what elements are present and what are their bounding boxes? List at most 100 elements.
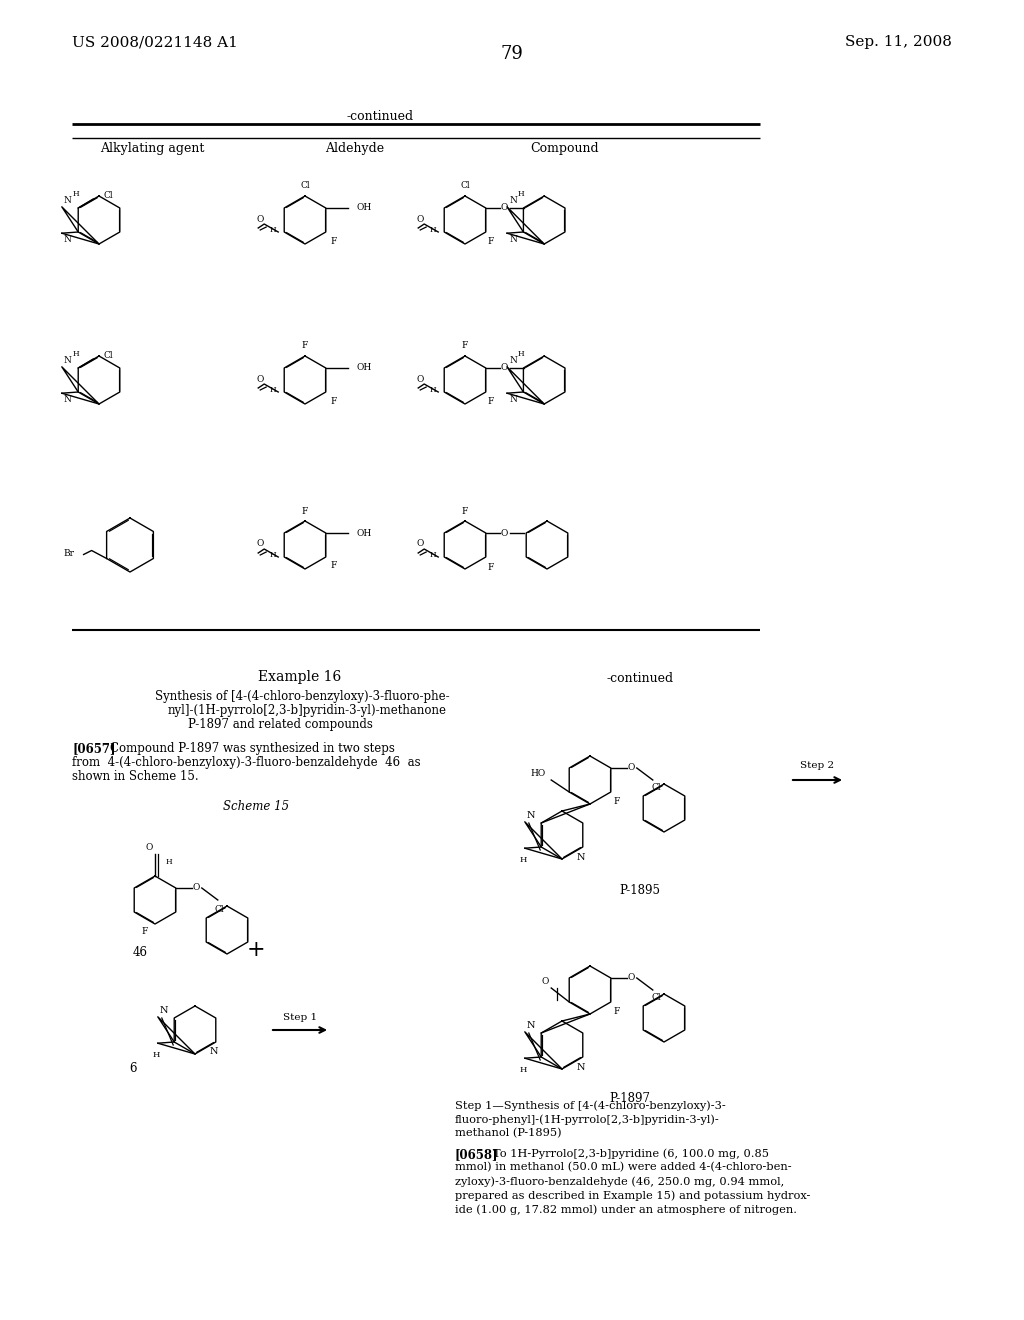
- Text: F: F: [331, 236, 337, 246]
- Text: N: N: [509, 356, 517, 364]
- Text: F: F: [331, 396, 337, 405]
- Text: Compound P-1897 was synthesized in two steps: Compound P-1897 was synthesized in two s…: [110, 742, 395, 755]
- Text: Sep. 11, 2008: Sep. 11, 2008: [845, 36, 952, 49]
- Text: Compound: Compound: [530, 143, 599, 154]
- Text: 46: 46: [132, 945, 147, 958]
- Text: O: O: [500, 203, 508, 213]
- Text: O: O: [417, 214, 424, 223]
- Text: F: F: [141, 928, 148, 936]
- Text: OH: OH: [356, 363, 372, 372]
- Text: 6: 6: [129, 1061, 137, 1074]
- Text: O: O: [257, 214, 264, 223]
- Text: N: N: [63, 356, 72, 364]
- Text: H: H: [153, 1051, 160, 1059]
- Text: Cl: Cl: [103, 190, 113, 199]
- Text: Example 16: Example 16: [258, 671, 342, 684]
- Text: US 2008/0221148 A1: US 2008/0221148 A1: [72, 36, 238, 49]
- Text: Aldehyde: Aldehyde: [326, 143, 385, 154]
- Text: H: H: [166, 858, 172, 866]
- Text: OH: OH: [356, 203, 372, 213]
- Text: O: O: [257, 375, 264, 384]
- Text: Cl: Cl: [300, 181, 310, 190]
- Text: Cl: Cl: [651, 784, 660, 792]
- Text: N: N: [509, 235, 517, 244]
- Text: shown in Scheme 15.: shown in Scheme 15.: [72, 770, 199, 783]
- Text: Synthesis of [4-(4-chloro-benzyloxy)-3-fluoro-phe-: Synthesis of [4-(4-chloro-benzyloxy)-3-f…: [155, 690, 450, 704]
- Text: P-1895: P-1895: [620, 883, 660, 896]
- Text: F: F: [462, 507, 468, 516]
- Text: mmol) in methanol (50.0 mL) were added 4-(4-chloro-ben-: mmol) in methanol (50.0 mL) were added 4…: [455, 1162, 792, 1172]
- Text: N: N: [526, 1022, 536, 1031]
- Text: F: F: [462, 342, 468, 351]
- Text: H: H: [519, 857, 526, 865]
- Text: F: F: [487, 562, 494, 572]
- Text: Cl: Cl: [460, 181, 470, 190]
- Text: -continued: -continued: [346, 110, 414, 123]
- Text: from  4-(4-chloro-benzyloxy)-3-fluoro-benzaldehyde  46  as: from 4-(4-chloro-benzyloxy)-3-fluoro-ben…: [72, 756, 421, 770]
- Text: nyl]-(1H-pyrrolo[2,3-b]pyridin-3-yl)-methanone: nyl]-(1H-pyrrolo[2,3-b]pyridin-3-yl)-met…: [168, 704, 447, 717]
- Text: H: H: [73, 190, 79, 198]
- Text: N: N: [63, 235, 72, 244]
- Text: F: F: [331, 561, 337, 570]
- Text: N: N: [63, 195, 72, 205]
- Text: N: N: [160, 1006, 168, 1015]
- Text: P-1897: P-1897: [609, 1092, 650, 1105]
- Text: [0658]: [0658]: [455, 1148, 499, 1162]
- Text: O: O: [627, 763, 635, 772]
- Text: Scheme 15: Scheme 15: [223, 800, 289, 813]
- Text: H: H: [73, 350, 79, 358]
- Text: F: F: [302, 507, 308, 516]
- Text: F: F: [487, 238, 494, 247]
- Text: Br: Br: [63, 549, 75, 558]
- Text: H: H: [430, 226, 436, 234]
- Text: H: H: [269, 385, 276, 393]
- Text: H: H: [269, 550, 276, 558]
- Text: N: N: [63, 395, 72, 404]
- Text: Step 2: Step 2: [800, 762, 835, 771]
- Text: O: O: [500, 528, 508, 537]
- Text: Cl: Cl: [214, 906, 224, 915]
- Text: O: O: [542, 978, 549, 986]
- Text: N: N: [509, 195, 517, 205]
- Text: F: F: [302, 342, 308, 351]
- Text: fluoro-phenyl]-(1H-pyrrolo[2,3-b]pyridin-3-yl)-: fluoro-phenyl]-(1H-pyrrolo[2,3-b]pyridin…: [455, 1114, 720, 1125]
- Text: H: H: [518, 190, 524, 198]
- Text: F: F: [613, 1007, 620, 1016]
- Text: Cl: Cl: [103, 351, 113, 359]
- Text: H: H: [430, 550, 436, 558]
- Text: +: +: [247, 939, 265, 961]
- Text: O: O: [417, 375, 424, 384]
- Text: F: F: [487, 397, 494, 407]
- Text: N: N: [577, 853, 585, 862]
- Text: H: H: [519, 1067, 526, 1074]
- Text: Step 1—Synthesis of [4-(4-chloro-benzyloxy)-3-: Step 1—Synthesis of [4-(4-chloro-benzylo…: [455, 1100, 726, 1110]
- Text: N: N: [577, 1063, 585, 1072]
- Text: zyloxy)-3-fluoro-benzaldehyde (46, 250.0 mg, 0.94 mmol,: zyloxy)-3-fluoro-benzaldehyde (46, 250.0…: [455, 1176, 784, 1187]
- Text: H: H: [430, 385, 436, 393]
- Text: H: H: [269, 226, 276, 234]
- Text: P-1897 and related compounds: P-1897 and related compounds: [188, 718, 373, 731]
- Text: O: O: [627, 974, 635, 982]
- Text: 79: 79: [501, 45, 523, 63]
- Text: -continued: -continued: [606, 672, 674, 685]
- Text: prepared as described in Example 15) and potassium hydrox-: prepared as described in Example 15) and…: [455, 1191, 810, 1201]
- Text: methanol (P-1895): methanol (P-1895): [455, 1129, 561, 1138]
- Text: Cl: Cl: [651, 994, 660, 1002]
- Text: H: H: [518, 350, 524, 358]
- Text: To 1H-Pyrrolo[2,3-b]pyridine (6, 100.0 mg, 0.85: To 1H-Pyrrolo[2,3-b]pyridine (6, 100.0 m…: [493, 1148, 769, 1159]
- Text: O: O: [500, 363, 508, 372]
- Text: O: O: [257, 540, 264, 549]
- Text: O: O: [417, 540, 424, 549]
- Text: [0657]: [0657]: [72, 742, 116, 755]
- Text: N: N: [509, 395, 517, 404]
- Text: ide (1.00 g, 17.82 mmol) under an atmosphere of nitrogen.: ide (1.00 g, 17.82 mmol) under an atmosp…: [455, 1204, 797, 1214]
- Text: N: N: [526, 812, 536, 820]
- Text: HO: HO: [530, 770, 545, 779]
- Text: N: N: [210, 1048, 218, 1056]
- Text: OH: OH: [356, 528, 372, 537]
- Text: F: F: [613, 797, 620, 807]
- Text: O: O: [193, 883, 200, 892]
- Text: Alkylating agent: Alkylating agent: [99, 143, 204, 154]
- Text: Step 1: Step 1: [283, 1012, 317, 1022]
- Text: O: O: [145, 843, 153, 853]
